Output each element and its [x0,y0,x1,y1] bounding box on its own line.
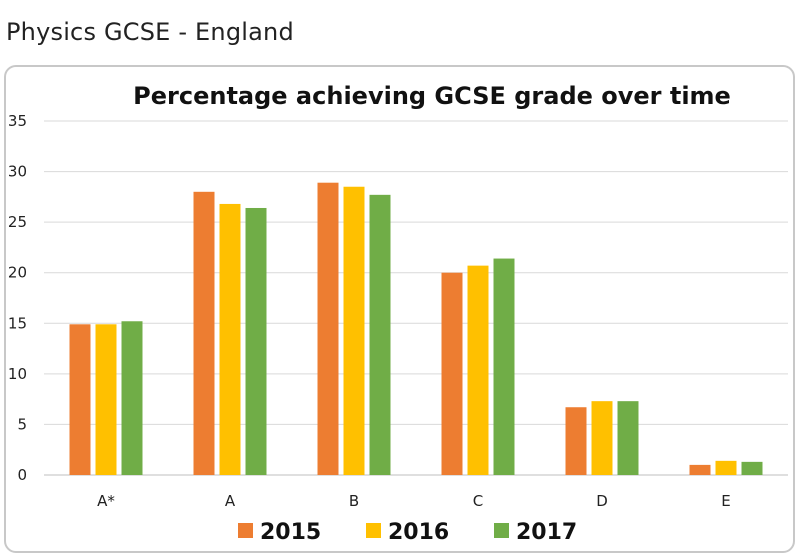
legend-label-2016: 2016 [388,520,449,545]
y-tick-label: 25 [8,213,27,231]
page-heading: Physics GCSE - England [6,18,294,46]
y-tick-label: 35 [8,112,27,130]
bar-2016-D [591,401,613,475]
bar-2016-E [715,460,737,475]
x-category-label: A* [97,492,115,510]
gridlines [44,120,788,476]
bar-2016-A* [95,324,117,475]
y-tick-label: 15 [8,314,27,332]
bar-2017-E [741,461,763,475]
legend-swatch-2017 [494,523,509,538]
bar-2017-A [245,207,267,476]
bar-2015-A [193,191,215,476]
bar-2015-D [565,407,587,475]
bar-2016-B [343,186,365,475]
x-category-label: A [225,492,236,510]
legend-label-2015: 2015 [260,520,321,545]
bar-2015-C [441,272,463,475]
y-tick-label: 20 [8,264,27,282]
x-category-label: B [349,492,359,510]
bar-2017-A* [121,321,143,475]
bar-2017-C [493,258,515,475]
bars [69,182,763,476]
bar-2015-A* [69,324,91,475]
bar-2016-C [467,265,489,475]
legend-swatch-2016 [366,523,381,538]
legend-label-2017: 2017 [516,520,577,545]
y-tick-label: 30 [8,163,27,181]
legend: 2015 2016 2017 [238,520,577,545]
x-category-label: C [473,492,483,510]
bar-2017-B [369,194,391,475]
y-tick-label: 5 [17,415,27,433]
bar-2017-D [617,401,639,475]
x-category-label: D [596,492,608,510]
x-category-label: E [721,492,730,510]
legend-swatch-2015 [238,523,253,538]
y-tick-label: 10 [8,365,27,383]
bar-2016-A [219,203,241,476]
bar-2015-E [689,464,711,475]
x-axis-categories: A* A B C D E [97,492,731,510]
y-tick-label: 0 [17,466,27,484]
bar-2015-B [317,182,339,475]
chart-title: Percentage achieving GCSE grade over tim… [133,82,731,110]
y-axis-ticks: 0 5 10 15 20 25 30 35 [8,112,27,484]
